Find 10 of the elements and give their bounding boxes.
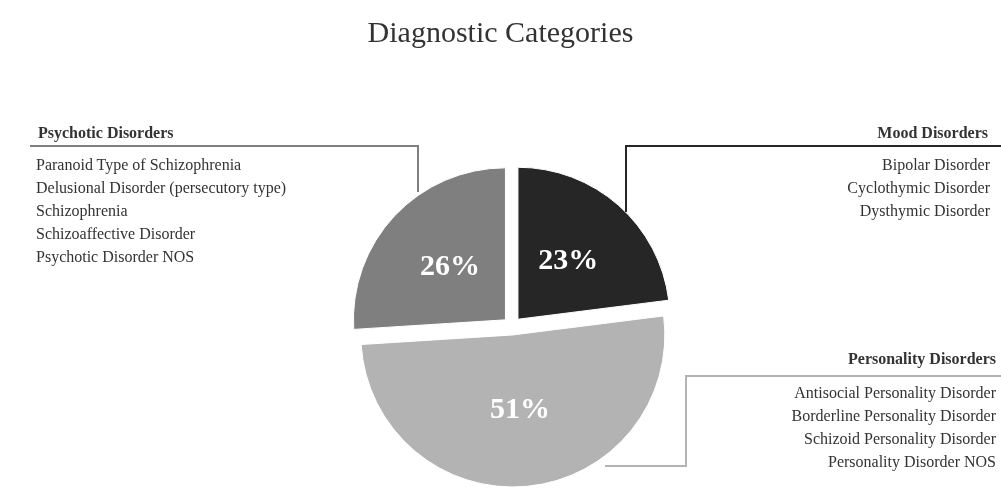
- data-label: 26%: [420, 247, 481, 281]
- text: Bipolar Disorder Cyclothymic Disorder Dysthymic Disorder: [847, 156, 991, 220]
- text: Antisocial Personality Disorder Borderline Personality Disorder Schizoid Personality Disorder Personality Disorder NOS: [791, 384, 997, 471]
- text: Paranoid Type of Schizophrenia Delusional Disorder (persecutory type) Schizophrenia Schizoaffective Disorder Psychotic Disorder NOS: [36, 156, 287, 266]
- chart-title: Diagnostic Categories: [367, 15, 634, 48]
- slice-label: Psychotic Disorders: [38, 124, 174, 142]
- slice-label: Personality Disorders: [848, 350, 996, 368]
- slice-label: Mood Disorders: [877, 124, 988, 141]
- data-label: 51%: [490, 390, 550, 424]
- data-label: 23%: [538, 242, 599, 276]
